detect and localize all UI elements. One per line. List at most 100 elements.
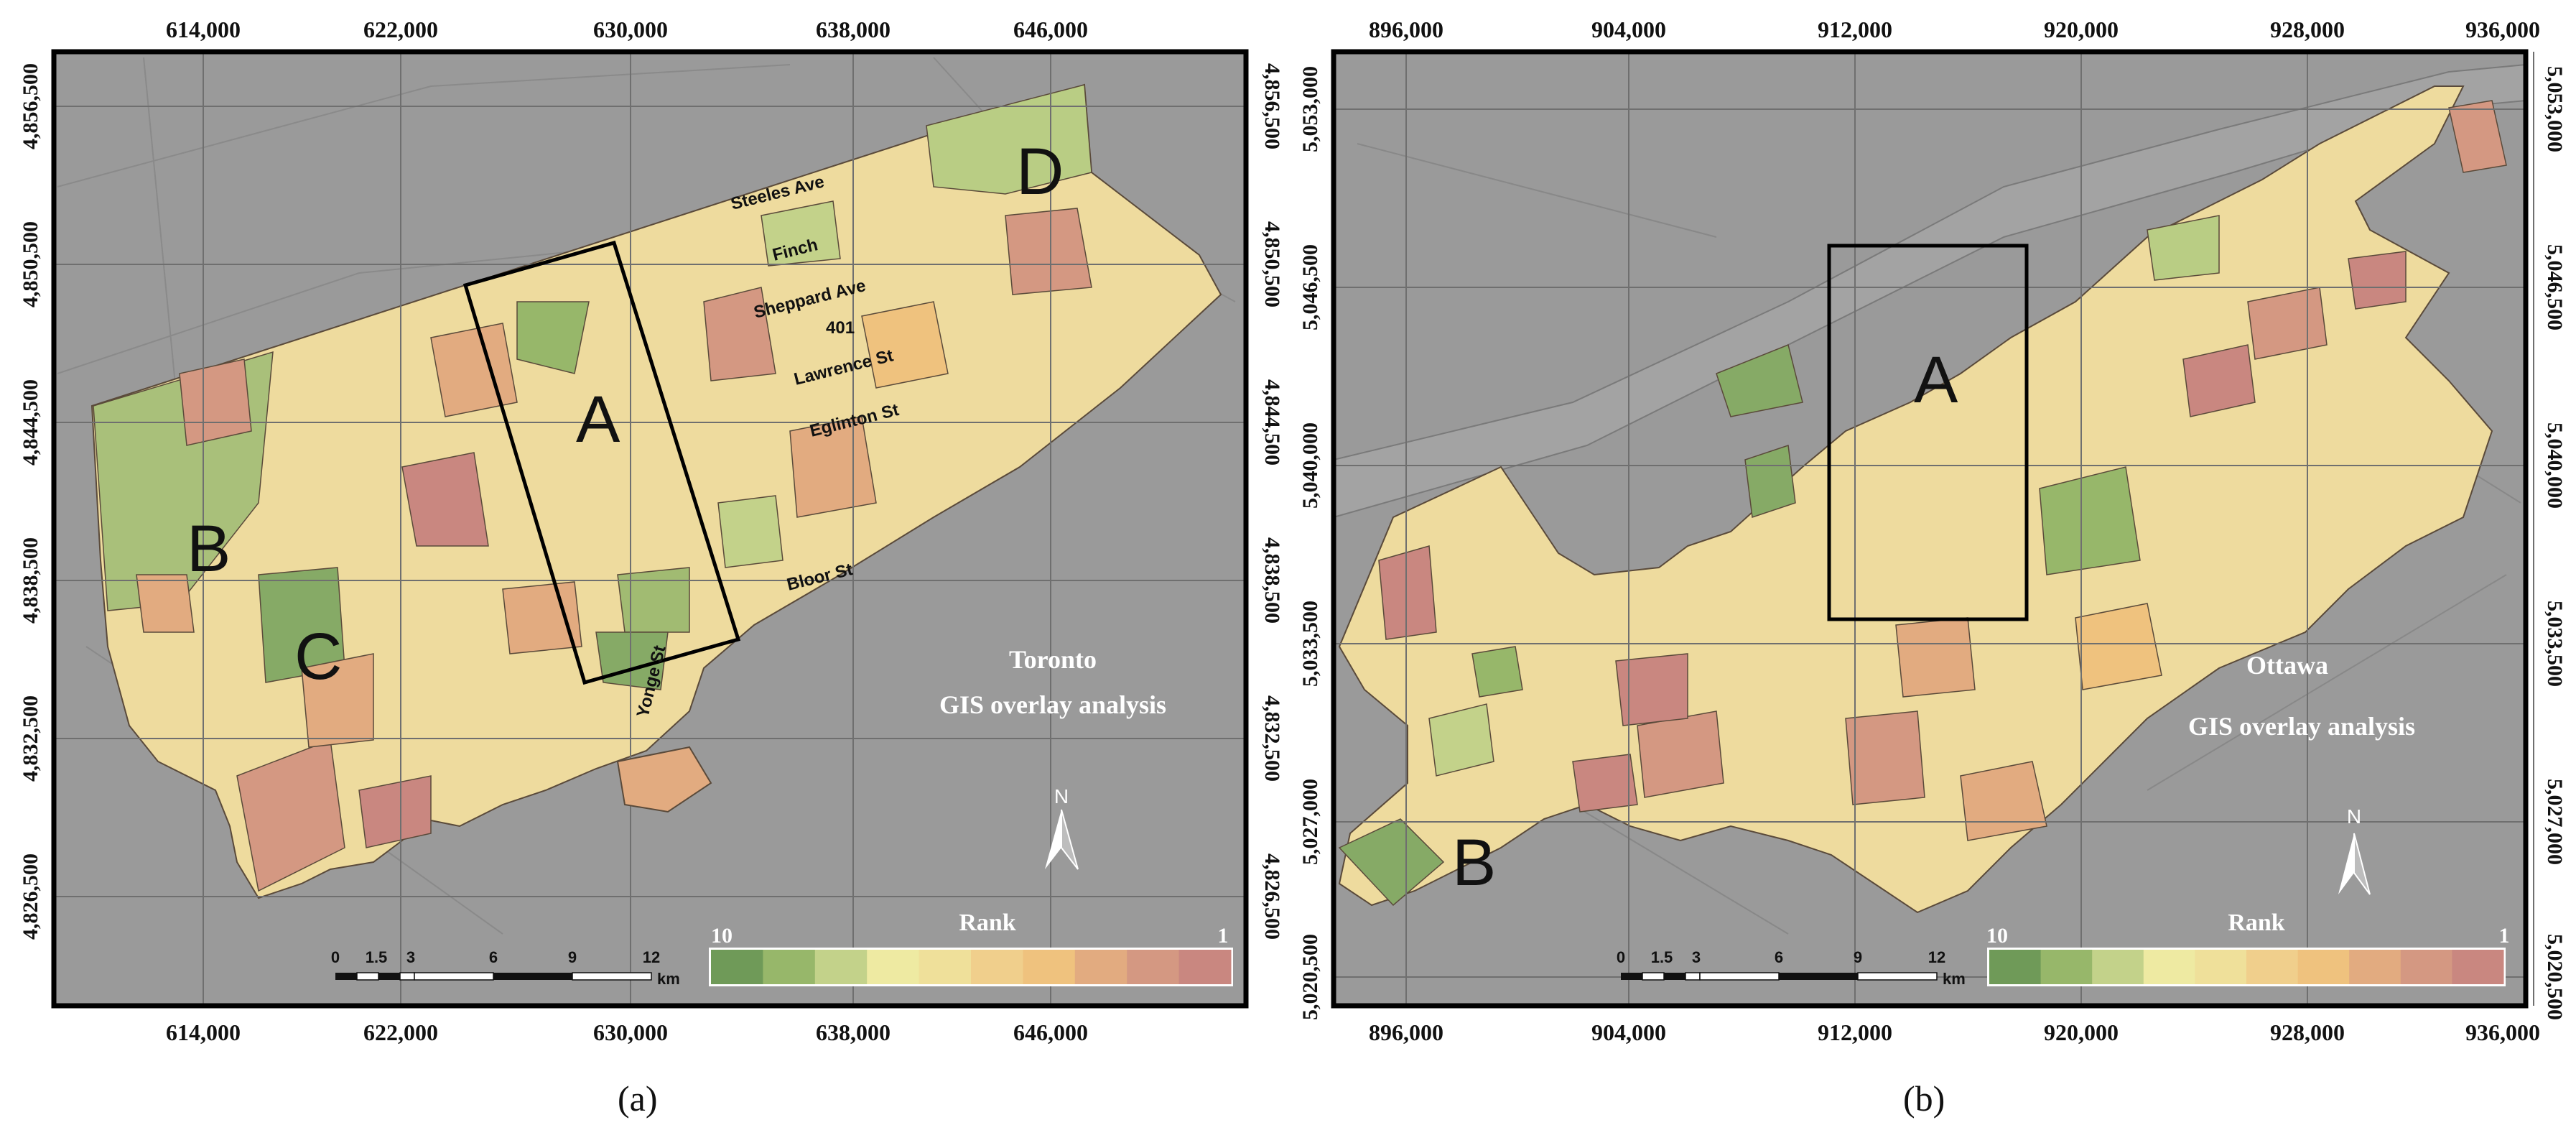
svg-text:896,000: 896,000 [1369,17,1443,42]
legend-swatch-2 [1127,950,1180,984]
svg-text:936,000: 936,000 [2465,1019,2540,1045]
legend-swatch-10 [711,950,763,984]
x-ticks-bottom: 614,000 622,000 630,000 638,000 646,000 [166,1019,1088,1045]
legend-swatch-6 [919,950,972,984]
legend-swatch-8 [2092,950,2144,984]
svg-text:4,826,500: 4,826,500 [19,853,42,940]
scale-bar: 0 1.5 3 6 9 12 km [331,948,680,988]
svg-text:912,000: 912,000 [1818,1019,1892,1045]
legend-swatch-2 [2400,950,2452,984]
scale-unit: km [657,970,680,988]
svg-text:912,000: 912,000 [1818,17,1892,42]
north-arrow-icon: N [2338,805,2371,895]
svg-text:N: N [1054,785,1069,807]
toronto-map-figure: A B C D Steeles Ave Finch Sheppard Ave 4… [19,17,1284,1045]
svg-text:4,832,500: 4,832,500 [19,695,42,782]
legend-swatch-7 [867,950,920,984]
svg-text:5,046,500: 5,046,500 [2543,244,2567,330]
legend-swatch-5 [2246,950,2299,984]
toronto-islands [616,746,712,813]
map-border [1331,49,2529,1009]
zone-label-a: A [576,383,620,456]
svg-text:5,046,500: 5,046,500 [1298,244,1322,330]
legend-swatch-4 [1023,950,1076,984]
y-ticks-right: 5,053,000 5,046,500 5,040,000 5,033,500 … [2543,66,2567,1020]
legend-swatch-10 [1989,950,2042,984]
zone-label-b: B [187,512,231,585]
map-title-subtitle: GIS overlay analysis [939,690,1166,719]
svg-text:5,040,000: 5,040,000 [1298,422,1322,509]
svg-text:4,838,500: 4,838,500 [1260,537,1284,624]
map-title-city: Toronto [1009,645,1097,674]
svg-text:4,844,500: 4,844,500 [19,379,42,466]
svg-text:622,000: 622,000 [363,17,438,42]
svg-text:614,000: 614,000 [166,1019,241,1045]
svg-text:920,000: 920,000 [2044,1019,2119,1045]
map-title-subtitle: GIS overlay analysis [2188,712,2415,741]
legend-swatch-9 [763,950,816,984]
svg-text:5,027,000: 5,027,000 [1298,779,1322,865]
svg-text:928,000: 928,000 [2270,17,2345,42]
scale-label-4: 9 [568,948,577,966]
legend-swatch-4 [2297,950,2350,984]
svg-text:5,033,500: 5,033,500 [2543,601,2567,687]
scale-label-5: 12 [643,948,660,966]
scale-label-2: 3 [1692,948,1701,966]
street-label-401: 401 [826,318,855,338]
rank-legend: Rank 10 1 [1986,909,2510,986]
svg-text:646,000: 646,000 [1013,1019,1088,1045]
scale-label-4: 9 [1854,948,1862,966]
map-border [51,49,1249,1009]
svg-text:4,850,500: 4,850,500 [1260,221,1284,307]
svg-text:4,838,500: 4,838,500 [19,537,42,624]
svg-text:904,000: 904,000 [1591,17,1666,42]
legend-title: Rank [959,909,1015,936]
panel-ottawa: A B Ottawa GIS overlay analysis N 0 1.5 … [1285,0,2576,1144]
svg-text:630,000: 630,000 [593,1019,668,1045]
svg-text:896,000: 896,000 [1369,1019,1443,1045]
svg-text:638,000: 638,000 [816,17,891,42]
svg-text:4,826,500: 4,826,500 [1260,853,1284,940]
svg-text:904,000: 904,000 [1591,1019,1666,1045]
legend-swatch-6 [2195,950,2247,984]
legend-swatch-9 [2040,950,2093,984]
scale-label-2: 3 [406,948,415,966]
svg-text:630,000: 630,000 [593,17,668,42]
legend-title: Rank [2228,909,2284,936]
svg-text:N: N [2347,805,2361,828]
legend-high-label: 10 [711,924,733,948]
x-ticks-top: 896,000 904,000 912,000 920,000 928,000 … [1369,17,2540,42]
scale-label-5: 12 [1928,948,1945,966]
y-ticks-left: 4,856,500 4,850,500 4,844,500 4,838,500 … [19,63,42,940]
svg-text:936,000: 936,000 [2465,17,2540,42]
x-ticks-bottom: 896,000 904,000 912,000 920,000 928,000 … [1369,1019,2540,1045]
graticule [54,52,1246,1006]
scale-unit: km [1943,970,1966,988]
legend-swatch-1 [2452,950,2504,984]
svg-text:928,000: 928,000 [2270,1019,2345,1045]
legend-swatch-7 [2143,950,2195,984]
zone-label-d: D [1016,135,1064,208]
y-ticks-right: 4,856,500 4,850,500 4,844,500 4,838,500 … [1260,63,1284,940]
legend-high-label: 10 [1986,924,2008,948]
ottawa-map-figure: A B Ottawa GIS overlay analysis N 0 1.5 … [1298,17,2567,1045]
zone-label-b: B [1452,826,1496,899]
svg-text:4,850,500: 4,850,500 [19,221,42,307]
panel-toronto: A B C D Steeles Ave Finch Sheppard Ave 4… [0,0,1285,1144]
legend-swatch-5 [971,950,1023,984]
legend-swatch-3 [2349,950,2401,984]
legend-low-label: 1 [1218,924,1229,948]
svg-text:5,053,000: 5,053,000 [1298,66,1322,152]
caption-a: (a) [618,1078,658,1119]
svg-text:5,020,500: 5,020,500 [1298,934,1322,1020]
svg-text:920,000: 920,000 [2044,17,2119,42]
svg-text:4,832,500: 4,832,500 [1260,695,1284,782]
scale-bar: 0 1.5 3 6 9 12 km [1617,948,1966,988]
svg-text:5,027,000: 5,027,000 [2543,779,2567,865]
legend-low-label: 1 [2499,924,2510,948]
map-title-city: Ottawa [2246,651,2328,680]
svg-text:4,856,500: 4,856,500 [19,63,42,149]
svg-text:614,000: 614,000 [166,17,241,42]
svg-text:5,020,500: 5,020,500 [2543,934,2567,1020]
scale-label-1: 1.5 [366,948,388,966]
